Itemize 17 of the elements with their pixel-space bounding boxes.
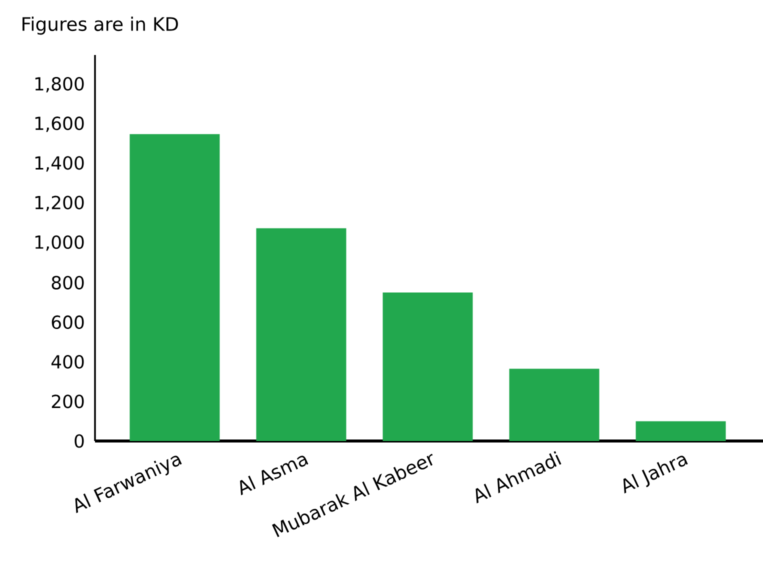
y-tick-label: 1,600 xyxy=(35,116,84,132)
y-tick-label: 0 xyxy=(74,434,84,448)
bar xyxy=(636,421,726,441)
y-tick-label: 1,800 xyxy=(35,76,84,92)
y-tick-label: 1,000 xyxy=(35,235,84,251)
y-tick-label: 1,200 xyxy=(35,196,84,212)
x-tick-label: Al Asma xyxy=(240,456,308,496)
bar xyxy=(130,134,220,441)
y-tick-label: 200 xyxy=(52,394,84,408)
bar xyxy=(382,292,473,441)
chart-title: Figures are in KD xyxy=(22,16,178,35)
y-tick-label: 400 xyxy=(51,355,84,369)
y-tick-label: 600 xyxy=(52,315,84,330)
y-tick-label: 1,400 xyxy=(35,156,84,172)
bar xyxy=(256,228,346,441)
bar xyxy=(509,368,600,441)
y-tick-label: 800 xyxy=(52,276,84,290)
